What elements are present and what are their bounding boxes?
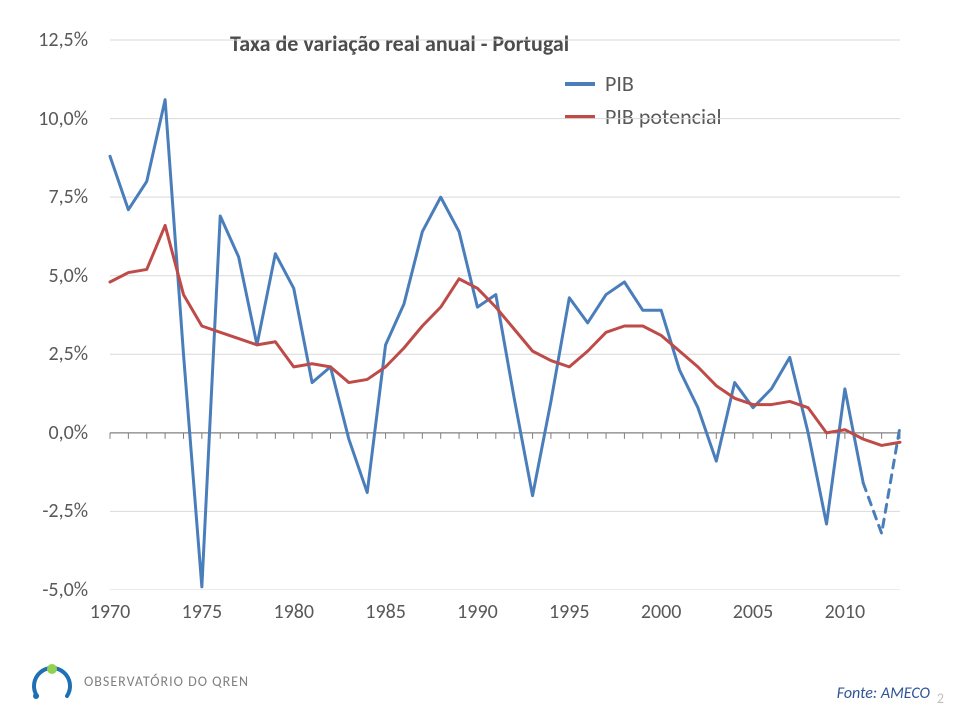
x-axis-label: 2005	[733, 600, 774, 624]
y-axis-label: 0,0%	[48, 421, 88, 445]
y-axis-label: 5,0%	[48, 264, 88, 288]
x-axis-label: 1980	[273, 600, 314, 624]
page: Taxa de variação real anual - Portugal P…	[0, 0, 960, 717]
x-axis-label: 1990	[457, 600, 498, 624]
footer: OBSERVATÓRIO DO QREN Fonte: AMECO	[30, 659, 930, 703]
y-axis-label: 7,5%	[48, 185, 88, 209]
y-axis-label: 10,0%	[38, 107, 88, 131]
x-axis-label: 1970	[90, 600, 131, 624]
x-axis-label: 1975	[182, 600, 223, 624]
x-axis-label: 2000	[641, 600, 682, 624]
x-axis-label: 1995	[549, 600, 590, 624]
y-axis-label: 2,5%	[48, 342, 88, 366]
y-axis-label: -5,0%	[42, 578, 88, 602]
logo: OBSERVATÓRIO DO QREN	[30, 659, 249, 703]
chart-svg	[100, 30, 910, 590]
y-axis-label: 12,5%	[38, 28, 88, 52]
x-axis-label: 1985	[365, 600, 406, 624]
logo-icon	[30, 659, 74, 703]
source-text: Fonte: AMECO	[837, 684, 930, 703]
logo-text: OBSERVATÓRIO DO QREN	[84, 673, 249, 690]
y-axis-label: -2,5%	[42, 499, 88, 523]
page-number: 2	[937, 690, 944, 707]
x-axis-label: 2010	[825, 600, 866, 624]
